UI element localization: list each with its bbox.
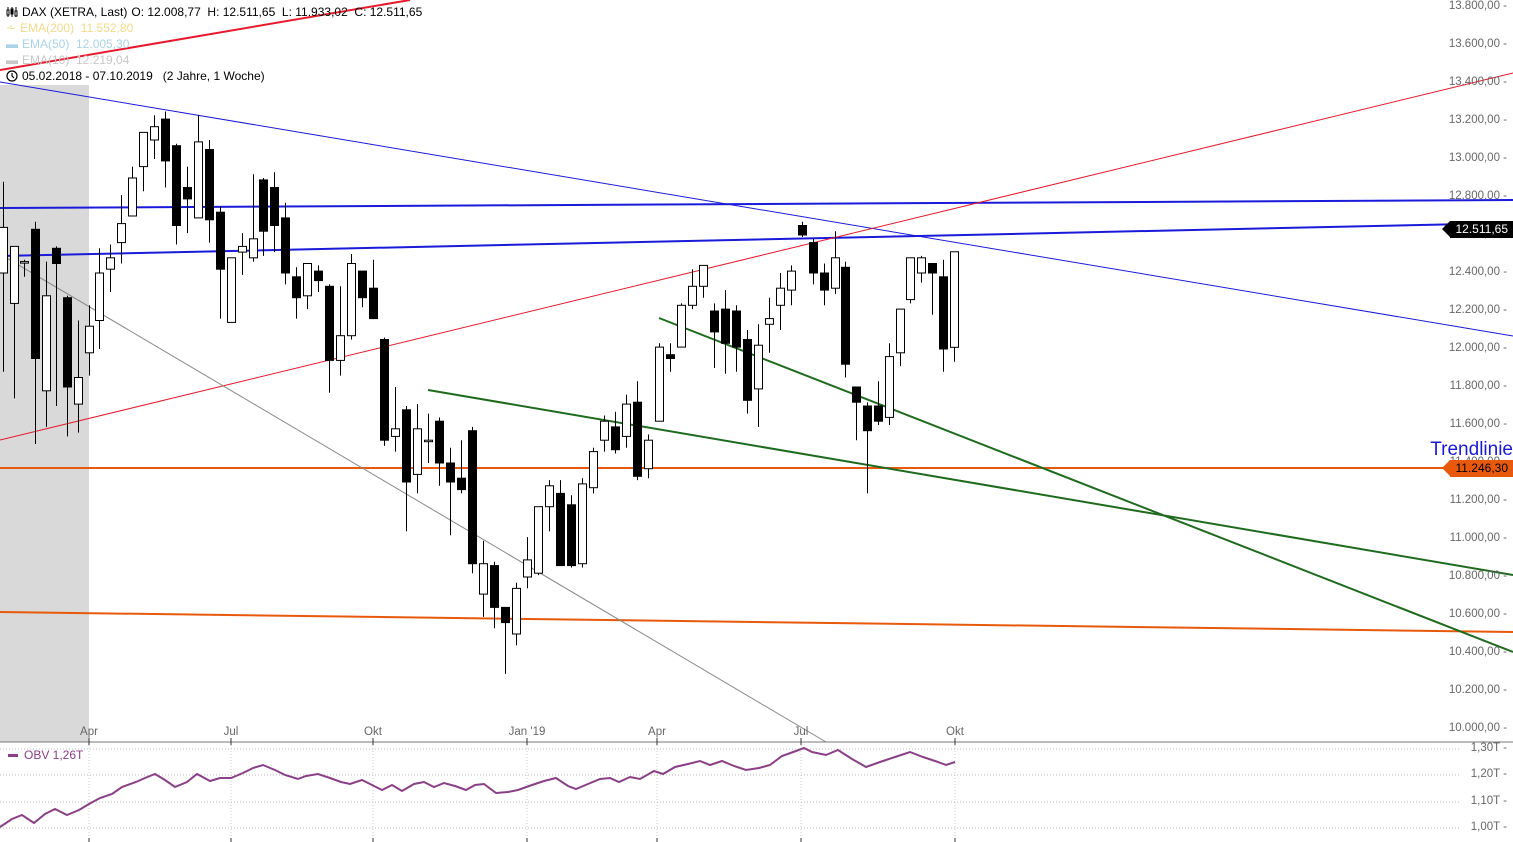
obv-grid — [0, 745, 1460, 838]
clock-icon — [6, 70, 18, 82]
ema200-label: EMA(200) 11.552,80 — [20, 21, 134, 35]
time-axis-tick: Jan '19 — [508, 726, 546, 738]
candlesticks — [0, 111, 959, 674]
ohlc-values: O: 12.008,77 H: 12.511,65 L: 11.933,02 C… — [131, 5, 423, 19]
price-axis-tick: 11.600,00 - — [1449, 418, 1507, 430]
last-price-tag: 12.511,65 — [1441, 221, 1513, 238]
price-axis-tick: 12.800,00 - — [1448, 190, 1507, 202]
trendline-label: Trendlinie — [1430, 439, 1513, 460]
price-axis-tick: 10.400,00 - — [1448, 646, 1507, 658]
price-axis-tick: 11.000,00 - — [1449, 532, 1507, 544]
lower-orange-line — [0, 611, 1513, 633]
upper-red-line — [0, 0, 411, 71]
price-axis-tick: 13.800,00 - — [1448, 0, 1507, 12]
rising-trend-red — [0, 72, 1513, 441]
price-axis-tick: 12.000,00 - — [1448, 342, 1507, 354]
falling-trend-blue — [0, 81, 1513, 337]
chart-legend: DAX (XETRA, Last) O: 12.008,77 H: 12.511… — [6, 4, 422, 84]
obv-axis-tick: 1,00T - — [1470, 821, 1507, 833]
time-axis-tick: Okt — [364, 726, 382, 738]
gray-diagonal — [0, 253, 827, 743]
price-axis-tick: 13.400,00 - — [1448, 76, 1507, 88]
trendline-price-tag: 11.246,30 — [1441, 460, 1513, 477]
symbol-row: DAX (XETRA, Last) O: 12.008,77 H: 12.511… — [6, 4, 422, 20]
time-axis-tick: Jul — [793, 726, 809, 738]
price-axis-tick: 10.200,00 - — [1448, 684, 1507, 696]
time-axis-tick: Okt — [946, 726, 964, 738]
candlestick-chart-icon — [6, 7, 18, 17]
price-axis-tick: 10.600,00 - — [1448, 608, 1507, 620]
ema10-label: EMA(10) 12.219,04 — [22, 53, 130, 67]
obv-axis-tick: 1,30T - — [1470, 742, 1507, 754]
shaded-history-region — [0, 85, 89, 742]
obv-axis-tick: 1,20T - — [1470, 768, 1507, 780]
ema50-swatch-icon: ▬ — [6, 37, 18, 51]
time-axis-tick: Jul — [223, 726, 239, 738]
date-range: 05.02.2018 - 07.10.2019 (2 Jahre, 1 Woch… — [22, 69, 265, 83]
ema10-row[interactable]: ▬ EMA(10) 12.219,04 — [6, 52, 422, 68]
price-axis-tick: 13.600,00 - — [1448, 38, 1507, 50]
obv-axis-tick: 1,10T - — [1470, 795, 1507, 807]
ema200-swatch-icon: ⩪ — [6, 21, 17, 35]
ema200-row[interactable]: ⩪ EMA(200) 11.552,80 — [6, 20, 422, 36]
price-axis-tick: 11.200,00 - — [1449, 494, 1507, 506]
obv-label: OBV 1,26T — [24, 748, 84, 762]
ema10-swatch-icon: ▬ — [6, 53, 18, 67]
date-range-row[interactable]: 05.02.2018 - 07.10.2019 (2 Jahre, 1 Woch… — [6, 68, 422, 84]
rising-support-blue — [0, 222, 1513, 257]
price-axis-tick: 12.400,00 - — [1448, 266, 1507, 278]
obv-swatch-icon — [8, 753, 18, 757]
price-axis-tick: 13.000,00 - — [1448, 152, 1507, 164]
x-ticks — [88, 738, 956, 842]
green-trend-2 — [658, 317, 1513, 653]
price-axis-tick: 10.800,00 - — [1448, 570, 1507, 582]
price-axis-tick: 11.800,00 - — [1449, 380, 1507, 392]
ema50-row[interactable]: ▬ EMA(50) 12.005,30 — [6, 36, 422, 52]
obv-line — [0, 746, 956, 828]
price-axis-tick: 13.200,00 - — [1448, 114, 1507, 126]
obv-legend[interactable]: OBV 1,26T — [8, 748, 83, 762]
price-axis-tick: 10.000,00 - — [1448, 722, 1507, 734]
horizontal-resistance-blue — [0, 199, 1513, 209]
symbol-label: DAX (XETRA, Last) — [22, 5, 128, 19]
time-axis-tick: Apr — [80, 726, 98, 738]
ema50-label: EMA(50) 12.005,30 — [22, 37, 130, 51]
time-axis-tick: Apr — [648, 726, 666, 738]
price-axis-tick: 12.200,00 - — [1448, 304, 1507, 316]
